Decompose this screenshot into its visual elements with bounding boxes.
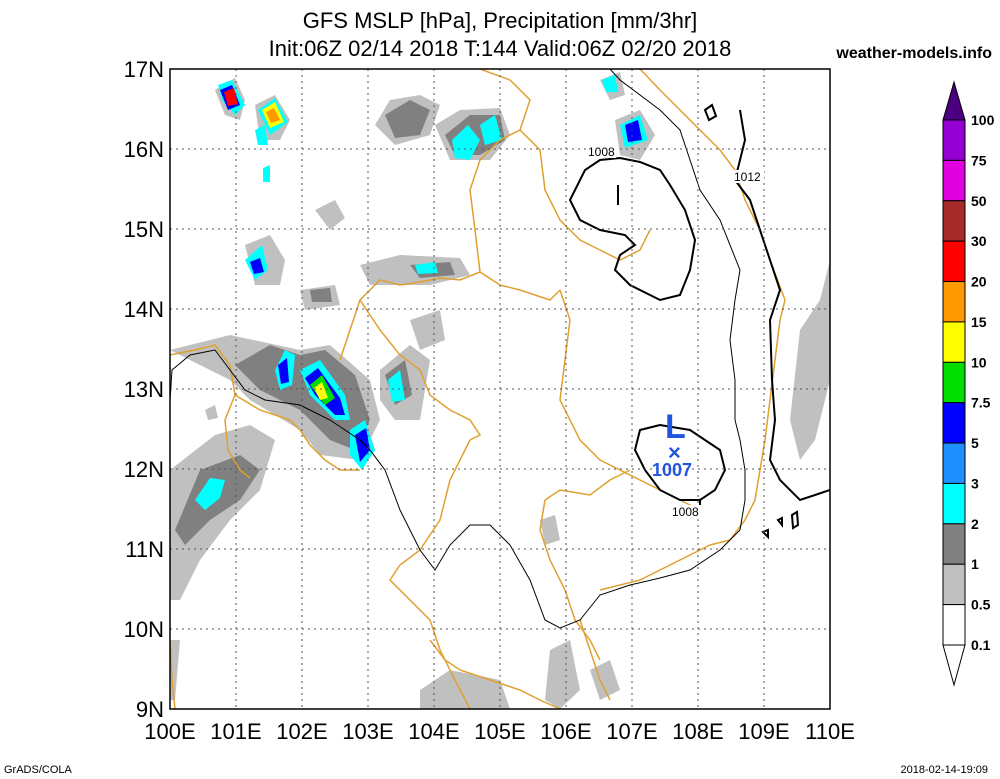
longitude-label: 109E [738, 719, 789, 744]
latitude-label: 11N [125, 537, 164, 562]
legend-swatch [942, 240, 966, 283]
longitude-label: 103E [342, 719, 393, 744]
legend-label: 100 [971, 112, 995, 128]
longitude-label: 101E [210, 719, 261, 744]
latitude-label: 12N [124, 457, 164, 482]
precip-heavy-cores [224, 88, 335, 405]
latitude-label: 16N [124, 137, 164, 162]
longitude-label: 107E [606, 719, 657, 744]
map-content [170, 69, 830, 709]
low-pressure-marker: L × 1007 [652, 408, 692, 480]
legend-label: 10 [971, 354, 987, 370]
longitude-label: 108E [672, 719, 723, 744]
latitude-label: 14N [124, 297, 164, 322]
chart-title: GFS MSLP [hPa], Precipitation [mm/3hr] [302, 8, 698, 33]
longitude-labels: 100E 101E 102E 103E 104E 105E 106E 107E 108E 109E… [144, 719, 855, 744]
longitude-label: 105E [474, 719, 525, 744]
legend-swatch [942, 159, 966, 202]
longitude-label: 104E [408, 719, 459, 744]
legend-label: 2 [971, 516, 979, 532]
map-frame [169, 68, 831, 710]
latitude-labels: 17N 16N 15N 14N 13N 12N 11N 10N 9N [124, 57, 164, 722]
legend-swatch [942, 604, 966, 646]
isobar-labels: 1008 1012 1008 [586, 145, 764, 519]
low-letter: L [665, 408, 686, 446]
latitude-label: 10N [124, 617, 164, 642]
legend-swatch [942, 119, 966, 161]
legend-swatch [942, 523, 966, 565]
legend-label: 75 [971, 152, 987, 168]
legend-cap-top [942, 80, 966, 121]
legend-label: 5 [971, 435, 979, 451]
legend-swatch [942, 200, 966, 242]
site-credit: weather-models.info [836, 45, 992, 62]
legend-label: 0.5 [971, 597, 991, 613]
legend-cap-bottom [942, 644, 966, 687]
legend-label: 50 [971, 193, 987, 209]
latitude-label: 15N [124, 217, 164, 242]
latitude-label: 13N [124, 377, 164, 402]
longitude-label: 102E [276, 719, 327, 744]
longitude-label: 110E [805, 719, 855, 744]
low-value: 1007 [652, 460, 692, 480]
legend-swatch [942, 281, 966, 323]
legend-swatch [942, 482, 966, 525]
legend-swatch [942, 361, 966, 404]
latitude-label: 9N [136, 697, 164, 722]
isobars [170, 69, 830, 629]
legend-swatch [942, 321, 966, 363]
legend-label: 0.1 [971, 637, 991, 653]
legend-label: 20 [971, 274, 987, 290]
footer-timestamp: 2018-02-14-19:09 [900, 764, 988, 776]
legend-label: 1 [971, 556, 979, 572]
precip-legend: 100 75 50 30 20 15 10 7.5 5 3 2 1 0.5 0.1 [942, 80, 995, 687]
isobar-label: 1012 [734, 170, 761, 184]
chart-subtitle: Init:06Z 02/14 2018 T:144 Valid:06Z 02/2… [268, 36, 732, 61]
legend-swatch [942, 563, 966, 606]
legend-label: 7.5 [971, 395, 991, 411]
longitude-label: 106E [540, 719, 591, 744]
isobar-label: 1008 [588, 145, 615, 159]
longitude-label: 100E [144, 719, 195, 744]
legend-label: 30 [971, 233, 987, 249]
isobar-label: 1008 [672, 505, 699, 519]
legend-label: 3 [971, 475, 979, 491]
legend-swatch [942, 402, 966, 444]
footer-credit: GrADS/COLA [4, 764, 72, 776]
graticule [170, 69, 830, 709]
latitude-label: 17N [124, 57, 164, 82]
low-center-mark: × [668, 440, 681, 465]
legend-label: 15 [971, 314, 987, 330]
legend-swatch [942, 442, 966, 484]
